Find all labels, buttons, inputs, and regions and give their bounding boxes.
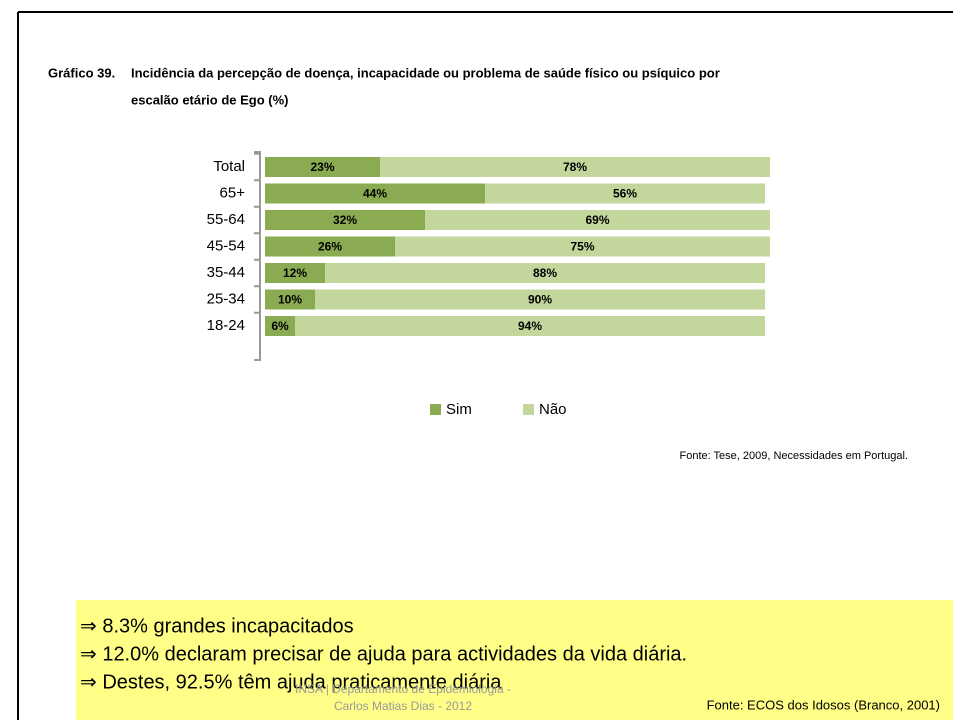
legend-label: Não (539, 401, 567, 418)
category-label: Total (213, 158, 245, 175)
value-label: 78% (563, 160, 587, 174)
footer: Carlos Matias Dias - 2012 (334, 699, 472, 713)
bar-segment (265, 210, 425, 230)
title-label: Gráfico 39. (48, 65, 115, 80)
notes-box (76, 600, 953, 720)
value-label: 56% (613, 187, 637, 201)
note: ⇒ 12.0% declaram precisar de ajuda para … (80, 643, 687, 665)
legend-swatch (523, 404, 534, 415)
value-label: 69% (585, 213, 609, 227)
value-label: 26% (318, 240, 342, 254)
source: Fonte: Tese, 2009, Necessidades em Portu… (680, 450, 909, 462)
bar-segment (315, 289, 765, 310)
chart-title: Incidência da percepção de doença, incap… (131, 65, 720, 80)
value-label: 32% (333, 213, 357, 227)
bar-segment (265, 183, 485, 204)
value-label: 10% (278, 293, 302, 307)
notes-source: Fonte: ECOS dos Idosos (Branco, 2001) (707, 697, 940, 712)
value-label: 6% (271, 319, 289, 333)
bar-segment (395, 236, 770, 257)
value-label: 23% (310, 160, 334, 174)
value-label: 90% (528, 293, 552, 307)
legend-label: Sim (446, 401, 472, 418)
category-label: 65+ (220, 184, 246, 201)
category-label: 18-24 (207, 317, 245, 334)
bar-segment (265, 289, 315, 310)
bar-segment (425, 210, 770, 230)
value-label: 88% (533, 266, 557, 280)
category-label: 35-44 (207, 264, 245, 281)
bar-segment (265, 157, 380, 177)
value-label: 75% (570, 240, 594, 254)
axis-bracket (254, 151, 261, 361)
bar-segment (265, 263, 325, 283)
bar-segment (295, 316, 765, 336)
value-label: 94% (518, 319, 542, 333)
bar-segment (265, 236, 395, 257)
value-label: 12% (283, 266, 307, 280)
bar-segment (485, 183, 765, 204)
value-label: 44% (363, 187, 387, 201)
bar-segment (265, 316, 295, 336)
bar-segment (325, 263, 765, 283)
bar-segment (380, 157, 770, 177)
note: ⇒ Destes, 92.5% têm ajuda praticamente d… (80, 671, 502, 693)
legend-swatch (430, 404, 441, 415)
note: ⇒ 8.3% grandes incapacitados (80, 615, 354, 637)
footer: INSA | Departamento de Epidemiologia - (295, 682, 511, 696)
category-label: 25-34 (207, 290, 245, 307)
category-label: 55-64 (207, 211, 245, 228)
chart-title: escalão etário de Ego (%) (131, 92, 289, 107)
category-label: 45-54 (207, 237, 245, 254)
